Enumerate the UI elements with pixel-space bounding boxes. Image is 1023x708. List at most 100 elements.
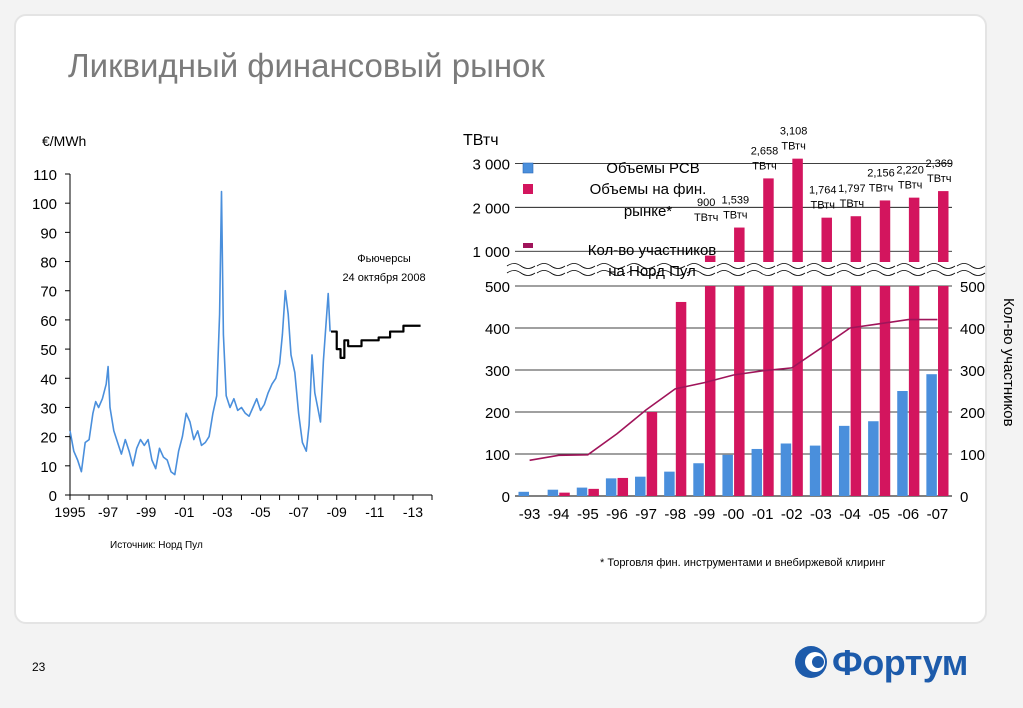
spot-volume-bar — [576, 487, 588, 496]
legend-label-participants-1: Кол-во участников — [588, 242, 717, 259]
volume-x-tick-label: -96 — [606, 506, 628, 523]
financial-volume-bar-lower — [908, 286, 920, 496]
legend-swatch-financial — [523, 184, 533, 194]
financial-volume-bar-lower — [879, 286, 891, 496]
financial-volume-bar-lower — [763, 286, 774, 496]
financial-volume-bar — [646, 412, 658, 496]
financial-volume-data-label-unit: ТВтч — [810, 200, 834, 212]
financial-volume-bar — [617, 477, 629, 496]
spot-volume-bar — [693, 463, 704, 496]
participants-y-axis: 0 100 200 300 400 500 — [960, 279, 985, 506]
financial-volume-bar-upper — [792, 158, 803, 272]
financial-volume-bar-lower — [821, 286, 832, 496]
legend-label-financial-1: Объемы на фин. — [590, 181, 707, 198]
volume-x-tick-label: -95 — [577, 506, 599, 523]
volume-x-tick-label: -99 — [694, 506, 716, 523]
price-y-tick-label: 60 — [40, 313, 57, 330]
participants-line-path — [529, 318, 938, 462]
axis-break-band — [507, 262, 960, 277]
volume-x-tick-label: -04 — [839, 506, 861, 523]
volume-legend: Объемы РСВ Объемы на фин. рынке* Кол-во … — [522, 160, 717, 280]
financial-volume-bar-lower — [938, 286, 949, 496]
axis-break-bottom — [506, 270, 986, 276]
spot-volume-bar — [664, 471, 675, 496]
price-x-tick-label: -11 — [365, 504, 384, 520]
financial-volume-bar — [675, 301, 687, 496]
financial-volume-bar-upper — [734, 227, 745, 272]
financial-volume-data-label: 1,797 — [838, 183, 866, 195]
financial-volume-data-label: 2,658 — [751, 145, 779, 157]
spot-volume-bar — [547, 489, 559, 496]
financial-volume-data-label-unit: ТВтч — [694, 212, 718, 224]
financial-volume-bar-upper — [908, 197, 920, 272]
lower-y-tick-label: 100 — [485, 447, 510, 464]
price-y-tick-label: 70 — [40, 284, 57, 301]
financial-volume-bar-lower — [850, 286, 862, 496]
financial-volume-bar — [559, 492, 570, 496]
volume-data-labels: 900ТВтч1,539ТВтч2,658ТВтч3,108ТВтч1,764Т… — [694, 126, 953, 224]
financial-volume-data-label: 2,156 — [867, 167, 895, 179]
volume-x-tick-label: -00 — [723, 506, 745, 523]
volume-chart: ТВтч 1 000 2 000 3 000 0 100 200 300 400 500 0 1… — [463, 126, 1017, 569]
financial-volume-bar-upper — [938, 191, 949, 272]
footnote: * Торговля фин. инструментами и внебирже… — [600, 557, 885, 569]
price-y-tick-label: 40 — [40, 371, 57, 388]
financial-volume-bar-lower — [704, 286, 716, 496]
volume-axis-label: ТВтч — [463, 132, 499, 149]
volume-x-tick-label: -03 — [810, 506, 832, 523]
financial-volume-data-label-unit: ТВтч — [927, 173, 951, 185]
price-x-tick-label: -03 — [212, 504, 232, 520]
volume-x-tick-label: -07 — [927, 506, 949, 523]
volume-x-tick-label: -98 — [664, 506, 686, 523]
lower-y-tick-label: 400 — [485, 321, 510, 338]
spot-volume-bar — [897, 391, 908, 496]
volume-x-axis: -93 -94 -95 -96 -97 -98 -99 -00 -01 -02 -03 -04 -05-… — [519, 506, 949, 523]
price-x-tick-label: -09 — [327, 504, 347, 520]
price-y-tick-label: 0 — [49, 488, 57, 505]
volume-upper-y-axis: 1 000 2 000 3 000 — [472, 156, 510, 261]
spot-volume-bar — [518, 491, 529, 496]
volume-x-tick-label: -97 — [635, 506, 657, 523]
financial-volume-bar-upper — [850, 216, 862, 272]
price-unit-label: €/MWh — [42, 133, 86, 149]
upper-y-tick-label: 1 000 — [472, 244, 510, 261]
financial-volume-data-label-unit: ТВтч — [723, 210, 747, 222]
right-y-tick-label: 100 — [960, 447, 985, 464]
slide-title: Ликвидный финансовый рынок — [68, 47, 545, 84]
legend-swatch-participants — [523, 243, 533, 248]
volume-bars — [518, 158, 949, 496]
financial-volume-data-label: 2,220 — [896, 165, 924, 177]
legend-swatch-spot — [522, 162, 534, 174]
spot-volume-bar — [868, 421, 879, 496]
financial-volume-bar-lower — [734, 286, 745, 496]
spot-volume-bar — [635, 476, 646, 496]
price-x-tick-label: -99 — [136, 504, 156, 520]
right-y-tick-label: 500 — [960, 279, 985, 296]
price-y-tick-label: 110 — [33, 167, 57, 184]
financial-volume-bar-upper — [763, 178, 774, 272]
financial-volume-data-label-unit: ТВтч — [781, 141, 805, 153]
financial-volume-data-label-unit: ТВтч — [840, 198, 864, 210]
financial-volume-data-label: 2,369 — [925, 158, 953, 170]
price-y-tick-label: 90 — [40, 225, 57, 242]
price-chart: €/MWh 0 10 20 30 40 50 60 70 80 90 100 110 1995 -97 -… — [32, 133, 433, 551]
price-x-tick-label: -05 — [250, 504, 270, 520]
participants-line — [529, 318, 938, 462]
volume-x-tick-label: -02 — [781, 506, 803, 523]
axis-break-top — [506, 263, 986, 269]
price-x-tick-label: -07 — [289, 504, 309, 520]
price-series — [69, 190, 421, 476]
spot-volume-bar — [605, 478, 617, 496]
volume-x-tick-label: -93 — [519, 506, 541, 523]
spot-volume-bar — [838, 425, 850, 496]
price-y-tick-label: 100 — [32, 196, 57, 213]
price-x-axis: 1995 -97 -99 -01 -03 -05 -07 -09 -11 -13 — [54, 495, 433, 520]
financial-volume-data-label: 3,108 — [780, 126, 808, 138]
price-y-tick-label: 20 — [40, 430, 57, 447]
financial-volume-data-label: 1,539 — [722, 195, 750, 207]
price-y-tick-label: 50 — [40, 342, 57, 359]
source-note: Источник: Норд Пул — [110, 540, 203, 551]
spot-volume-bar — [809, 445, 821, 496]
fortum-logo — [795, 646, 827, 678]
